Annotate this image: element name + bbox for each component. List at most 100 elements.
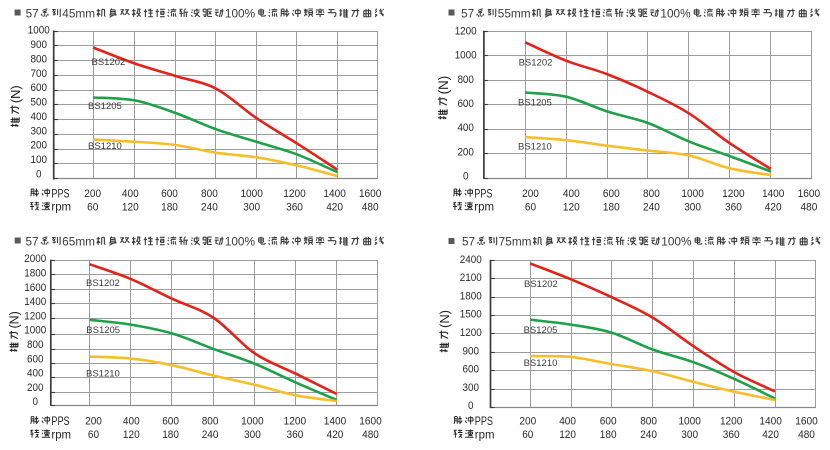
svg-text:BS1210: BS1210 <box>88 141 122 152</box>
svg-text:600: 600 <box>31 82 48 94</box>
svg-text:1600: 1600 <box>795 416 818 428</box>
svg-text:PPS: PPS <box>474 186 492 200</box>
svg-text:100: 100 <box>31 154 48 166</box>
svg-text:240: 240 <box>201 202 218 214</box>
svg-text:1600: 1600 <box>24 282 46 294</box>
svg-text:rpm: rpm <box>51 427 71 441</box>
svg-text:rpm: rpm <box>474 200 494 214</box>
svg-text:480: 480 <box>801 202 818 214</box>
svg-text:1800: 1800 <box>24 268 46 280</box>
svg-text:PPS: PPS <box>51 186 69 200</box>
svg-text:BS1210: BS1210 <box>518 141 552 152</box>
svg-text:600: 600 <box>600 416 617 428</box>
svg-text:300: 300 <box>684 202 701 214</box>
svg-text:0: 0 <box>463 171 469 183</box>
svg-text:65mm: 65mm <box>62 234 95 248</box>
svg-text:1000: 1000 <box>241 416 264 428</box>
svg-text:1500: 1500 <box>460 309 482 321</box>
svg-text:800: 800 <box>27 339 44 351</box>
svg-text:(N): (N) <box>8 311 22 328</box>
svg-text:1000: 1000 <box>455 50 477 62</box>
svg-text:300: 300 <box>681 429 698 441</box>
svg-text:300: 300 <box>31 125 48 137</box>
svg-text:1200: 1200 <box>284 416 307 428</box>
svg-text:0: 0 <box>468 400 474 412</box>
svg-text:120: 120 <box>123 429 140 441</box>
svg-text:BS1205: BS1205 <box>86 325 120 336</box>
svg-text:800: 800 <box>643 188 660 200</box>
svg-text:360: 360 <box>723 429 740 441</box>
svg-text:300: 300 <box>463 382 480 394</box>
svg-text:57: 57 <box>26 234 39 248</box>
svg-text:200: 200 <box>31 140 48 152</box>
svg-text:200: 200 <box>84 188 101 200</box>
svg-text:1000: 1000 <box>681 188 704 200</box>
svg-text:BS1210: BS1210 <box>524 358 558 369</box>
svg-text:420: 420 <box>327 429 344 441</box>
svg-text:1400: 1400 <box>759 416 782 428</box>
svg-text:57: 57 <box>26 6 39 20</box>
svg-text:75mm: 75mm <box>499 235 532 249</box>
svg-text:PPS: PPS <box>51 414 69 428</box>
svg-text:55mm: 55mm <box>498 6 531 20</box>
svg-text:180: 180 <box>161 202 178 214</box>
svg-text:1400: 1400 <box>24 296 46 308</box>
svg-text:600: 600 <box>27 353 44 365</box>
svg-text:360: 360 <box>725 202 742 214</box>
svg-text:180: 180 <box>603 202 620 214</box>
svg-text:180: 180 <box>600 429 617 441</box>
svg-text:1200: 1200 <box>24 310 46 322</box>
svg-text:BS1205: BS1205 <box>524 325 558 336</box>
svg-text:1400: 1400 <box>762 188 785 200</box>
svg-text:600: 600 <box>162 416 179 428</box>
svg-text:57: 57 <box>461 6 474 20</box>
svg-text:600: 600 <box>161 188 178 200</box>
svg-text:200: 200 <box>519 416 536 428</box>
svg-text:1400: 1400 <box>323 188 346 200</box>
svg-text:1200: 1200 <box>722 188 745 200</box>
svg-text:BS1202: BS1202 <box>524 279 558 290</box>
svg-text:1600: 1600 <box>798 188 821 200</box>
svg-text:1600: 1600 <box>359 416 382 428</box>
svg-text:100%: 100% <box>225 234 256 248</box>
svg-text:0: 0 <box>33 396 39 408</box>
svg-text:0: 0 <box>36 169 42 181</box>
svg-text:BS1210: BS1210 <box>86 368 120 379</box>
svg-text:45mm: 45mm <box>62 6 95 20</box>
svg-text:300: 300 <box>244 429 261 441</box>
svg-text:400: 400 <box>31 111 48 123</box>
svg-text:BS1205: BS1205 <box>88 101 122 112</box>
svg-text:400: 400 <box>123 416 140 428</box>
svg-text:240: 240 <box>640 429 657 441</box>
svg-text:480: 480 <box>798 429 815 441</box>
svg-text:BS1202: BS1202 <box>519 57 553 68</box>
svg-text:360: 360 <box>287 429 304 441</box>
svg-text:400: 400 <box>559 416 576 428</box>
svg-text:1800: 1800 <box>460 291 482 303</box>
svg-text:400: 400 <box>122 188 139 200</box>
svg-text:200: 200 <box>27 382 44 394</box>
svg-text:600: 600 <box>463 364 480 376</box>
svg-text:420: 420 <box>326 202 343 214</box>
svg-text:100%: 100% <box>660 6 691 20</box>
svg-text:60: 60 <box>88 429 99 441</box>
svg-text:900: 900 <box>463 345 480 357</box>
svg-text:1200: 1200 <box>460 327 482 339</box>
svg-text:2400: 2400 <box>460 254 482 266</box>
svg-text:300: 300 <box>243 202 260 214</box>
svg-text:1000: 1000 <box>24 325 46 337</box>
svg-text:420: 420 <box>762 429 779 441</box>
svg-text:60: 60 <box>525 202 536 214</box>
svg-text:800: 800 <box>31 54 48 66</box>
svg-text:120: 120 <box>122 202 139 214</box>
svg-text:180: 180 <box>162 429 179 441</box>
svg-text:57: 57 <box>462 235 475 249</box>
svg-text:1000: 1000 <box>240 188 263 200</box>
svg-text:200: 200 <box>85 416 102 428</box>
svg-text:PPS: PPS <box>475 414 493 428</box>
svg-text:120: 120 <box>559 429 576 441</box>
svg-text:240: 240 <box>202 429 219 441</box>
svg-text:800: 800 <box>202 416 219 428</box>
svg-text:500: 500 <box>31 97 48 109</box>
svg-text:800: 800 <box>640 416 657 428</box>
